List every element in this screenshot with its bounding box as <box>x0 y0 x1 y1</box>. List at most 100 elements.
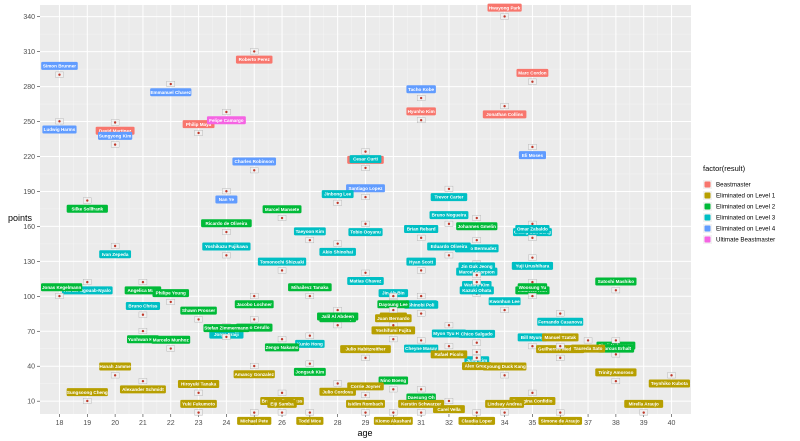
data-point: Philip Maya <box>182 120 215 136</box>
flag-marker-center <box>531 256 534 259</box>
flag-marker-center <box>253 50 256 53</box>
point-label-box <box>431 329 467 338</box>
flag-marker-center <box>419 118 423 122</box>
point-label-box <box>398 399 445 408</box>
flag-marker-center <box>392 294 395 298</box>
data-point: Cheyne Masay <box>404 337 439 353</box>
flag-marker-center <box>336 201 339 205</box>
point-label: Manuel Tzatak <box>545 335 577 340</box>
flag-marker-center <box>253 318 256 321</box>
data-points: Hwayong Park Roberto Perez Marc Cordon Jona… <box>41 3 690 425</box>
point-label-box <box>41 61 78 70</box>
point-label: Jin Guk Jeong <box>461 264 493 269</box>
point-label: Sungsoong Cheng <box>67 390 108 395</box>
point-label-box <box>235 55 273 64</box>
flag-marker-center <box>447 324 451 327</box>
data-point: Daesung Oh <box>406 386 436 402</box>
point-label: Kazuki Ohata <box>462 288 492 293</box>
point-label: Cesar Curti <box>353 157 378 162</box>
data-point: Kiomo Akashani <box>373 409 413 425</box>
point-label-box <box>459 286 494 295</box>
point-label: Marcus Erhalt <box>601 346 632 351</box>
flag-marker-center <box>253 364 256 368</box>
data-point: Tomonochi Shizuaki <box>257 257 307 274</box>
legend-swatch <box>704 225 711 232</box>
legend-swatch <box>704 214 711 221</box>
flag-marker-center <box>392 308 395 312</box>
data-point: Ricardo de Oliveira <box>201 219 252 235</box>
point-label: Tobio Ooyanu <box>350 230 381 235</box>
point-label: Yoshikazu Fujikawa <box>205 244 249 249</box>
data-point: Bill Myung <box>517 333 548 350</box>
data-point: Isidim Rombach <box>346 399 385 416</box>
flag-marker-center <box>364 271 367 275</box>
flag-marker-center <box>503 308 506 312</box>
point-label: Eiji Samba <box>270 401 294 406</box>
point-label-box <box>482 110 527 119</box>
point-label: Trinity Amoroso <box>598 370 633 375</box>
data-point: Rafael Picolo <box>430 343 468 359</box>
point-label: Taureda Sato <box>574 346 603 351</box>
point-label-box <box>180 306 217 315</box>
x-tick-label: 21 <box>139 420 147 427</box>
data-point: Johannes Gmelin <box>456 215 498 231</box>
point-label-box <box>180 399 217 408</box>
point-label-box <box>517 283 548 292</box>
data-point: Philipe Young <box>152 289 190 305</box>
point-label-box <box>150 88 192 97</box>
point-label: Myon Tyu Huh <box>433 331 464 336</box>
point-label: Philip Maya <box>186 122 212 127</box>
point-label: Chico Salgado <box>461 332 493 337</box>
point-label: Jonathan Collins <box>486 112 523 117</box>
flag-marker-center <box>253 411 256 414</box>
flag-marker-center <box>58 294 61 298</box>
point-label: Eli Moses <box>522 153 544 158</box>
point-label-box <box>232 157 277 166</box>
point-label: Juan Bernardo <box>377 316 410 321</box>
data-point: Kazuki Ohata <box>459 279 494 295</box>
legend-label: Eliminated on Level 3 <box>716 215 776 222</box>
data-point: Omar Zabaldo <box>515 225 550 241</box>
data-point: Taeyoon Kim <box>293 227 326 244</box>
flag-marker-center <box>253 294 256 298</box>
point-label: Amancy Gonzalez <box>235 372 275 377</box>
point-label: Alfredo Bermudez <box>457 246 497 251</box>
flag-marker-center <box>447 399 451 403</box>
point-label-box <box>349 155 382 164</box>
point-label-box <box>595 368 637 377</box>
point-label-box <box>348 228 383 237</box>
x-tick-label: 35 <box>529 420 537 427</box>
data-point: Mirella Araujo <box>624 399 664 416</box>
flag-marker-center <box>419 339 423 342</box>
data-point: Trevor Carter <box>430 185 468 202</box>
point-label: Satoshi Mashiko <box>598 279 634 284</box>
data-point: Jinbong Lee <box>321 190 354 206</box>
point-label-box <box>125 301 161 310</box>
flag-marker-center <box>308 294 312 298</box>
data-point: Jin Guk Jeong <box>458 262 496 278</box>
point-label-box <box>296 416 324 425</box>
point-label: Yunhwan Kim <box>128 337 158 342</box>
point-label: Hanah Jamme <box>100 364 132 369</box>
flag-marker-center <box>531 236 534 240</box>
point-label-box <box>485 399 525 408</box>
point-label-box <box>517 333 548 342</box>
data-point: Matias Chavez <box>347 269 384 286</box>
flag-marker-center <box>614 353 618 356</box>
point-label-box <box>293 367 326 376</box>
point-label-box <box>347 382 384 391</box>
data-point: Shinobi Poli <box>404 300 439 317</box>
point-label: Jacobo Lochner <box>236 302 272 307</box>
flag-marker-center <box>614 379 618 383</box>
point-label: Nan Ye <box>219 197 235 202</box>
point-label-box <box>406 85 436 94</box>
point-label: Philipe Young <box>156 291 186 296</box>
point-label: Emmanuel Chavez <box>150 90 191 95</box>
x-tick-label: 31 <box>417 420 425 427</box>
flag-marker-center <box>447 345 451 348</box>
point-label-box <box>319 247 356 256</box>
flag-marker-center <box>58 120 61 123</box>
data-point: Marcus Erhalt <box>597 337 635 353</box>
data-point: Roberto Perez <box>235 48 273 64</box>
x-tick-label: 22 <box>167 420 175 427</box>
